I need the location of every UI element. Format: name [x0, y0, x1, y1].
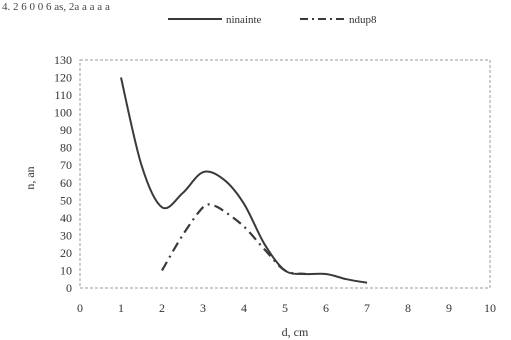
- y-tick-label: 50: [60, 193, 72, 207]
- y-tick-label: 30: [60, 228, 72, 242]
- plot-area: [79, 59, 491, 289]
- x-tick-label: 10: [484, 301, 496, 315]
- x-tick-label: 8: [405, 301, 411, 315]
- y-tick-label: 120: [54, 71, 72, 85]
- x-axis-ticks: 0 1 2 3 4 5 6 7 8 9 10: [77, 301, 496, 315]
- y-tick-label: 10: [60, 263, 72, 277]
- x-tick-label: 6: [323, 301, 329, 315]
- y-tick-label: 40: [60, 211, 72, 225]
- y-tick-label: 60: [60, 176, 72, 190]
- y-tick-label: 100: [54, 106, 72, 120]
- y-tick-label: 110: [54, 88, 72, 102]
- series-line-ndup8: [161, 203, 306, 276]
- header-fragment: 4. 2 6 0 0 6 as, 2a a a a a: [2, 1, 110, 13]
- y-axis-ticks: 0 10 20 30 40 50 60 70 80 90 100 110 120 130: [54, 53, 72, 295]
- x-tick-label: 7: [364, 301, 370, 315]
- legend: ninainte ndup8: [168, 14, 377, 26]
- legend-label-ndup8: ndup8: [349, 14, 377, 26]
- x-axis-label: d, cm: [282, 325, 309, 339]
- y-tick-label: 70: [60, 158, 72, 172]
- x-tick-label: 4: [241, 301, 247, 315]
- x-tick-label: 3: [200, 301, 206, 315]
- y-tick-label: 130: [54, 53, 72, 67]
- y-axis-label: n, an: [23, 166, 37, 189]
- series-layer: [120, 77, 368, 284]
- x-tick-label: 9: [446, 301, 452, 315]
- legend-label-ninainte: ninainte: [226, 14, 262, 26]
- x-tick-label: 0: [77, 301, 83, 315]
- x-tick-label: 1: [118, 301, 124, 315]
- series-line-ninainte: [120, 77, 368, 284]
- y-tick-label: 20: [60, 246, 72, 260]
- y-tick-label: 0: [66, 281, 72, 295]
- y-tick-label: 90: [60, 123, 72, 137]
- y-tick-label: 80: [60, 141, 72, 155]
- x-tick-label: 2: [159, 301, 165, 315]
- x-tick-label: 5: [282, 301, 288, 315]
